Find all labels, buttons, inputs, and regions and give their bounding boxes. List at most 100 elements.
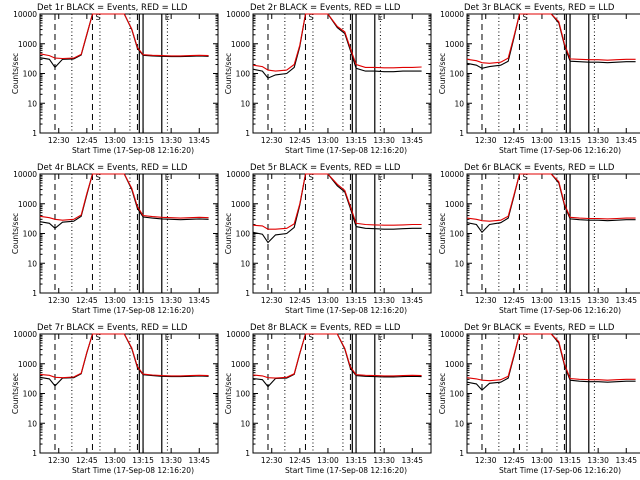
y-tick-label: 1000 bbox=[231, 40, 250, 49]
y-tick-label: 1 bbox=[459, 129, 464, 138]
y-tick-label: 10 bbox=[240, 99, 250, 108]
plot-frame bbox=[39, 173, 219, 294]
detector-panel-8: Det 8r BLACK = Events, RED = LLD 1 10 100 10… bbox=[224, 323, 432, 475]
x-axis-label: Start Time (17-Sep-06 12:16:20) bbox=[499, 146, 621, 155]
x-tick-label: 13:30 bbox=[160, 456, 182, 465]
x-tick-label: 13:30 bbox=[373, 296, 395, 305]
y-tick-label: 1000 bbox=[231, 200, 250, 209]
x-tick-label: 13:45 bbox=[188, 456, 210, 465]
end-marker-label: E bbox=[165, 173, 170, 182]
y-tick-label: 1000 bbox=[445, 360, 464, 369]
x-tick-label: 13:30 bbox=[160, 296, 182, 305]
y-tick-label: 10000 bbox=[226, 170, 250, 179]
x-tick-label: 13:15 bbox=[132, 136, 154, 145]
x-tick-label: 12:45 bbox=[289, 456, 311, 465]
x-tick-label: 13:00 bbox=[104, 136, 126, 145]
lld-series-line bbox=[39, 173, 209, 221]
y-tick-label: 10000 bbox=[13, 170, 37, 179]
detector-panel-5: Det 5r BLACK = Events, RED = LLD 1 10 100 10… bbox=[224, 163, 432, 315]
x-tick-label: 13:30 bbox=[160, 136, 182, 145]
x-axis-label: Start Time (17-Sep-08 12:16:20) bbox=[72, 466, 194, 475]
start-marker-label: S bbox=[95, 173, 100, 182]
panel-title: Det 9r BLACK = Events, RED = LLD bbox=[464, 323, 615, 333]
x-tick-label: 13:00 bbox=[531, 136, 553, 145]
x-tick-label: 13:15 bbox=[345, 136, 367, 145]
lld-series-line bbox=[39, 13, 209, 60]
y-tick-label: 10000 bbox=[13, 10, 37, 19]
y-tick-label: 10 bbox=[240, 259, 250, 268]
x-tick-label: 13:45 bbox=[615, 136, 637, 145]
x-tick-label: 13:45 bbox=[188, 296, 210, 305]
y-tick-label: 10000 bbox=[226, 330, 250, 339]
y-tick-label: 100 bbox=[450, 230, 465, 239]
y-tick-label: 100 bbox=[450, 390, 465, 399]
y-axis-label: Counts/sec bbox=[224, 53, 233, 94]
x-tick-label: 12:30 bbox=[475, 456, 497, 465]
x-tick-label: 12:30 bbox=[261, 136, 283, 145]
x-tick-label: 13:30 bbox=[587, 296, 609, 305]
x-tick-label: 12:30 bbox=[48, 296, 70, 305]
start-marker-label: S bbox=[522, 173, 527, 182]
lld-series-line bbox=[252, 333, 422, 379]
end-marker-label: E bbox=[378, 173, 383, 182]
lld-series-line bbox=[252, 173, 422, 230]
y-tick-label: 10 bbox=[27, 99, 37, 108]
y-tick-label: 1000 bbox=[445, 40, 464, 49]
panel-title: Det 5r BLACK = Events, RED = LLD bbox=[250, 163, 401, 173]
plot-frame bbox=[466, 173, 640, 294]
events-series-line bbox=[252, 333, 422, 388]
x-tick-label: 13:30 bbox=[373, 456, 395, 465]
end-marker-label: E bbox=[378, 13, 383, 22]
y-axis-label: Counts/sec bbox=[11, 373, 20, 414]
x-axis-label: Start Time (17-Sep-08 12:16:20) bbox=[285, 306, 407, 315]
x-tick-label: 13:30 bbox=[587, 456, 609, 465]
y-tick-label: 1000 bbox=[231, 360, 250, 369]
y-axis-label: Counts/sec bbox=[438, 373, 447, 414]
plot-frame bbox=[466, 13, 640, 134]
y-tick-label: 10000 bbox=[226, 10, 250, 19]
y-tick-label: 1 bbox=[245, 129, 250, 138]
x-tick-label: 13:15 bbox=[559, 136, 581, 145]
x-tick-label: 13:15 bbox=[132, 456, 154, 465]
events-series-line bbox=[466, 173, 636, 234]
x-tick-label: 13:30 bbox=[373, 136, 395, 145]
y-tick-label: 1000 bbox=[18, 200, 37, 209]
panel-title: Det 3r BLACK = Events, RED = LLD bbox=[464, 3, 615, 13]
start-marker-label: S bbox=[308, 13, 313, 22]
start-marker-label: S bbox=[95, 13, 100, 22]
y-tick-label: 100 bbox=[236, 70, 251, 79]
x-tick-label: 12:45 bbox=[289, 296, 311, 305]
plot-frame bbox=[39, 13, 219, 134]
y-tick-label: 10 bbox=[240, 419, 250, 428]
x-tick-label: 13:45 bbox=[401, 136, 423, 145]
x-tick-label: 13:15 bbox=[345, 456, 367, 465]
end-marker-label: E bbox=[378, 333, 383, 342]
lld-series-line bbox=[252, 13, 422, 72]
x-tick-label: 13:45 bbox=[615, 296, 637, 305]
y-tick-label: 100 bbox=[23, 230, 38, 239]
y-tick-label: 10000 bbox=[440, 10, 464, 19]
y-tick-label: 1 bbox=[245, 449, 250, 458]
y-axis-label: Counts/sec bbox=[224, 373, 233, 414]
y-tick-label: 10 bbox=[454, 419, 464, 428]
end-marker-label: E bbox=[592, 173, 597, 182]
detector-panel-4: Det 4r BLACK = Events, RED = LLD 1 10 100 10… bbox=[11, 163, 219, 315]
x-tick-label: 12:30 bbox=[475, 136, 497, 145]
lld-series-line bbox=[466, 13, 636, 64]
end-marker-label: E bbox=[592, 333, 597, 342]
panel-title: Det 1r BLACK = Events, RED = LLD bbox=[37, 3, 188, 13]
x-tick-label: 13:45 bbox=[401, 456, 423, 465]
y-tick-label: 1 bbox=[32, 289, 37, 298]
y-tick-label: 10 bbox=[27, 419, 37, 428]
lld-series-line bbox=[466, 333, 636, 382]
x-tick-label: 13:00 bbox=[317, 456, 339, 465]
x-tick-label: 13:15 bbox=[559, 296, 581, 305]
events-series-line bbox=[39, 333, 209, 387]
start-marker-label: S bbox=[308, 173, 313, 182]
y-tick-label: 100 bbox=[236, 390, 251, 399]
y-tick-label: 100 bbox=[23, 70, 38, 79]
y-tick-label: 100 bbox=[450, 70, 465, 79]
plot-frame bbox=[252, 333, 432, 454]
y-tick-label: 10000 bbox=[440, 170, 464, 179]
x-tick-label: 12:45 bbox=[76, 296, 98, 305]
